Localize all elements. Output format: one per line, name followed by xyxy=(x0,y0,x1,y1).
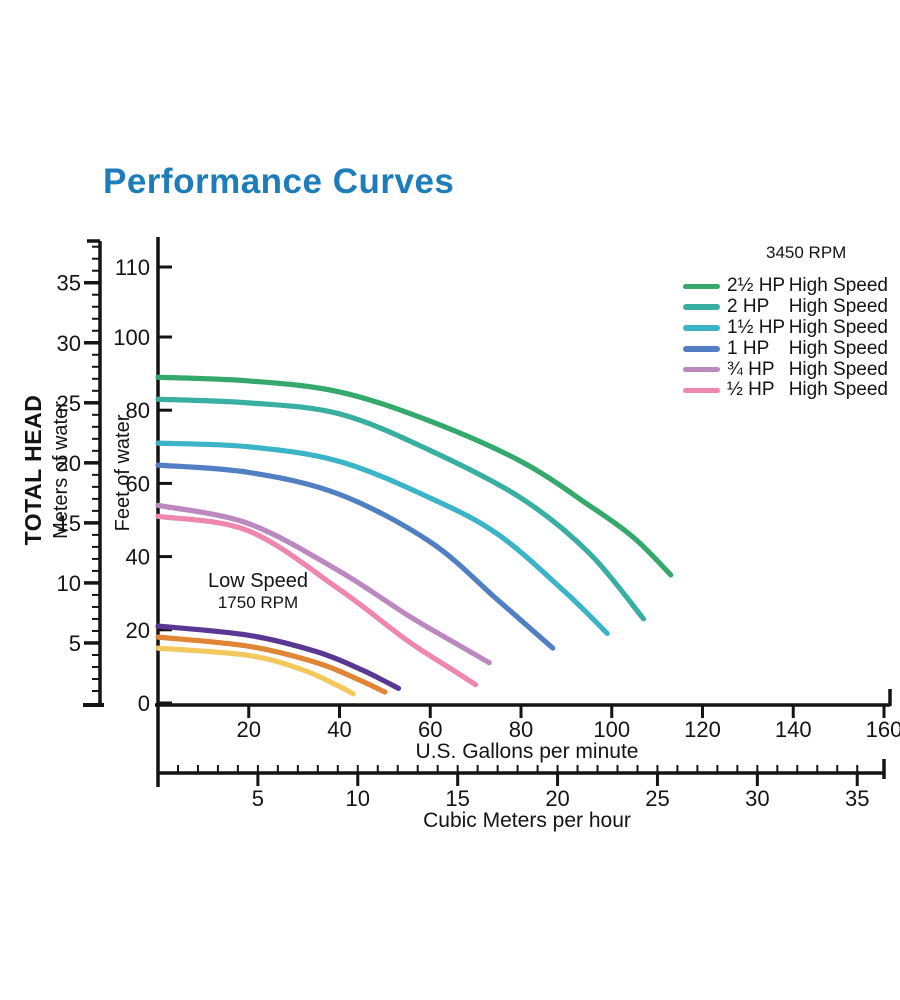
y-axis-label-total-head: TOTAL HEAD xyxy=(20,394,46,546)
m3-ruler-tick-label: 10 xyxy=(346,786,370,811)
legend-hp-label: 2 HP xyxy=(727,296,770,318)
legend-line-swatch xyxy=(683,283,720,290)
curve-hp2 xyxy=(155,396,647,622)
legend-speed-label: High Speed xyxy=(788,379,888,401)
feet-axis-tick-label: 80 xyxy=(126,398,150,423)
feet-axis-tick-label: 100 xyxy=(113,325,150,350)
curve-hp1_5 xyxy=(155,440,610,637)
legend-speed-label: High Speed xyxy=(788,317,888,338)
m3-ruler-tick-label: 30 xyxy=(745,786,769,811)
legend: 2½ HP High Speed 2 HP High Speed 1½ HP H… xyxy=(683,275,888,401)
legend-row: 1 HP High Speed xyxy=(683,338,888,359)
legend-hp-label: ¾ HP xyxy=(727,358,775,380)
gpm-axis-tick-label: 60 xyxy=(418,717,442,742)
legend-hp-label: ½ HP xyxy=(727,379,775,401)
gpm-axis-tick-label: 160 xyxy=(866,717,900,742)
legend-line-swatch xyxy=(683,304,720,310)
meters-ruler-tick-label: 25 xyxy=(57,391,81,416)
meters-ruler-tick-label: 35 xyxy=(57,271,81,296)
legend-speed-label: High Speed xyxy=(788,337,888,359)
legend-row: ¾ HP High Speed xyxy=(683,359,888,380)
feet-axis-tick-label: 20 xyxy=(126,618,150,643)
meters-ruler-tick-label: 15 xyxy=(57,511,81,536)
legend-hp-label: 2½ HP xyxy=(727,275,786,297)
x-axis-label-cubic-meters-per-hour: Cubic Meters per hour xyxy=(423,809,631,832)
feet-axis-tick-label: 60 xyxy=(126,471,150,496)
curve-hp2_5 xyxy=(155,374,674,578)
legend-row: 2 HP High Speed xyxy=(683,296,888,318)
legend-line-swatch xyxy=(683,325,720,331)
gpm-axis-tick-label: 120 xyxy=(684,717,721,742)
meters-ruler-tick-label: 10 xyxy=(57,571,81,596)
feet-axis-tick-label: 110 xyxy=(115,255,150,280)
legend-line-swatch xyxy=(683,346,720,352)
y-axis-label-feet-of-water: Feet of water xyxy=(112,414,134,532)
legend-line-swatch xyxy=(683,387,720,394)
x-axis-label-gallons-per-minute: U.S. Gallons per minute xyxy=(415,740,639,763)
meters-ruler-tick-label: 30 xyxy=(57,331,81,356)
curve-hp0_75 xyxy=(155,502,492,666)
m3-ruler-tick-label: 15 xyxy=(445,786,469,811)
gpm-axis-tick-label: 100 xyxy=(593,717,630,742)
gpm-axis-tick-label: 80 xyxy=(509,717,533,742)
m3-ruler-tick-label: 35 xyxy=(845,786,869,811)
curve-hp1 xyxy=(155,462,556,651)
y-axis-label-meters-of-water: Meters of water xyxy=(50,401,72,539)
gpm-axis-tick-label: 140 xyxy=(775,717,812,742)
gpm-axis-tick-label: 20 xyxy=(237,717,261,742)
feet-axis-tick-label: 0 xyxy=(138,691,150,716)
meters-ruler-tick-label: 5 xyxy=(69,631,81,656)
legend-header-rpm: 3450 RPM xyxy=(766,243,847,262)
legend-speed-label: High Speed xyxy=(788,358,888,380)
meters-ruler-tick-label: 20 xyxy=(57,451,81,476)
curve-hp0_5 xyxy=(155,513,479,688)
legend-line-swatch xyxy=(683,366,720,373)
curve-low_orange xyxy=(155,634,388,695)
legend-speed-label: High Speed xyxy=(788,275,888,297)
feet-axis-tick-label: 40 xyxy=(126,545,150,570)
gpm-axis-tick-label: 40 xyxy=(327,717,351,742)
m3-ruler-tick-label: 25 xyxy=(645,786,669,811)
legend-row: 1½ HP High Speed xyxy=(683,317,888,339)
legend-hp-label: 1 HP xyxy=(727,337,770,359)
curve-low_purple xyxy=(155,623,402,691)
curve-low_yellow xyxy=(155,645,356,697)
m3-ruler-tick-label: 5 xyxy=(252,786,264,811)
low-speed-annotation: Low Speed 1750 RPM xyxy=(178,570,338,613)
legend-row: 2½ HP High Speed xyxy=(683,275,888,297)
low-speed-annotation-line2: 1750 RPM xyxy=(217,593,299,612)
legend-hp-label: 1½ HP xyxy=(727,317,786,338)
m3-ruler-tick-label: 20 xyxy=(545,786,569,811)
page-title: Performance Curves xyxy=(103,162,455,201)
low-speed-annotation-line1: Low Speed xyxy=(207,570,309,592)
legend-row: ½ HP High Speed xyxy=(683,379,888,401)
legend-speed-label: High Speed xyxy=(788,296,888,318)
